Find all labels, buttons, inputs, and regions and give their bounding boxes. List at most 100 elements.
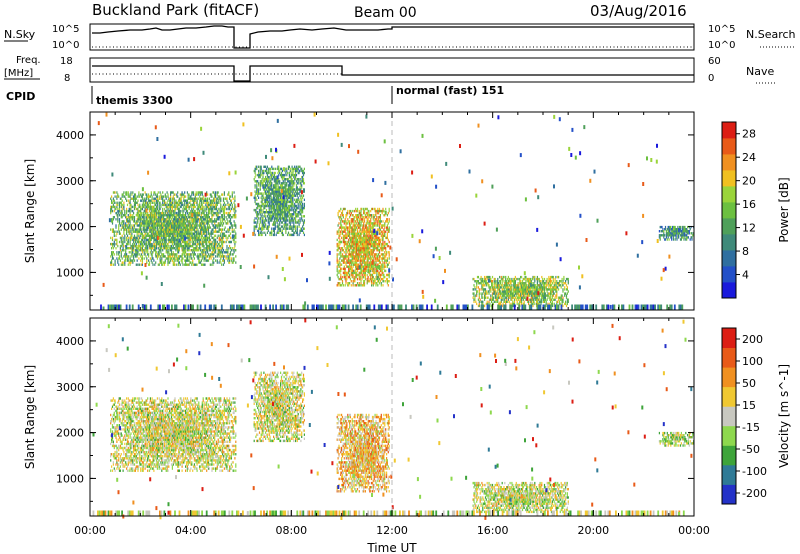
cell [185, 209, 188, 213]
cell [204, 253, 206, 256]
cell [285, 211, 287, 214]
cell [175, 201, 177, 204]
cell [179, 226, 181, 229]
cell [234, 205, 236, 209]
cell [234, 195, 236, 198]
cell [287, 200, 289, 204]
cell [229, 214, 232, 217]
cell [277, 194, 279, 197]
cell [356, 244, 358, 248]
cell [137, 244, 139, 248]
cell [193, 203, 195, 207]
cell [143, 205, 145, 209]
cell [295, 200, 297, 204]
cell [150, 224, 152, 227]
cell [134, 240, 136, 244]
cell [200, 216, 202, 219]
cell [132, 191, 134, 194]
cell [303, 171, 305, 175]
cell [289, 180, 291, 183]
cell [363, 251, 366, 254]
cell [363, 236, 366, 240]
cpid-strip: CPID themis 3300 normal (fast) 151 [6, 84, 504, 107]
cell [204, 234, 206, 237]
cell [276, 225, 278, 228]
cell [364, 253, 366, 256]
cell [214, 222, 216, 225]
cell [209, 205, 211, 209]
cell [123, 249, 125, 252]
cell [163, 263, 166, 266]
cell [222, 234, 225, 237]
cell [290, 215, 292, 218]
cell [141, 216, 143, 219]
cell [293, 231, 295, 234]
cell [287, 180, 289, 183]
cell [363, 238, 366, 242]
cell [289, 186, 291, 189]
cell [166, 226, 168, 229]
cell [192, 218, 195, 221]
cell [215, 251, 217, 254]
cell [363, 230, 366, 233]
cell [291, 194, 293, 197]
cell [362, 242, 364, 246]
cell [160, 249, 162, 252]
cell [282, 211, 284, 214]
cell [192, 249, 194, 252]
cell [277, 219, 279, 222]
cell [174, 226, 176, 229]
cell [253, 178, 255, 181]
cell [132, 242, 134, 246]
cell [221, 255, 223, 258]
cell [184, 232, 186, 235]
cell [155, 234, 157, 237]
cell [157, 247, 159, 250]
cell [150, 232, 152, 235]
cell [293, 233, 295, 237]
cell [167, 193, 169, 196]
cell [154, 216, 156, 219]
cell [137, 203, 139, 207]
cell [258, 211, 261, 214]
cell [202, 236, 204, 240]
cell [292, 194, 294, 197]
cell [336, 269, 338, 273]
cell [164, 247, 166, 250]
cell [205, 209, 207, 213]
cell [229, 207, 231, 211]
cell [205, 255, 207, 258]
cell [277, 182, 279, 185]
cell [192, 203, 195, 207]
cell [273, 227, 275, 230]
cell [156, 211, 158, 215]
cell [260, 182, 262, 185]
cell [198, 218, 200, 221]
cell [192, 216, 194, 219]
cell [206, 220, 208, 223]
cell [125, 244, 127, 248]
cell [235, 232, 237, 235]
cell [117, 193, 119, 196]
cell [338, 209, 340, 213]
cell [261, 198, 263, 201]
cell [192, 224, 194, 227]
cell [223, 216, 225, 219]
cell [216, 230, 218, 233]
cell [118, 214, 121, 217]
cell [198, 247, 200, 250]
cell [200, 193, 202, 196]
cell [118, 232, 121, 235]
cell [147, 228, 149, 231]
cell [262, 182, 264, 185]
cell [264, 190, 266, 193]
cell [162, 218, 164, 221]
cell [263, 227, 265, 230]
cell [266, 165, 268, 168]
cell [366, 232, 368, 235]
cell [265, 200, 268, 204]
cell [130, 214, 132, 217]
cell [213, 257, 215, 260]
cell [160, 218, 162, 221]
cell [349, 224, 351, 227]
